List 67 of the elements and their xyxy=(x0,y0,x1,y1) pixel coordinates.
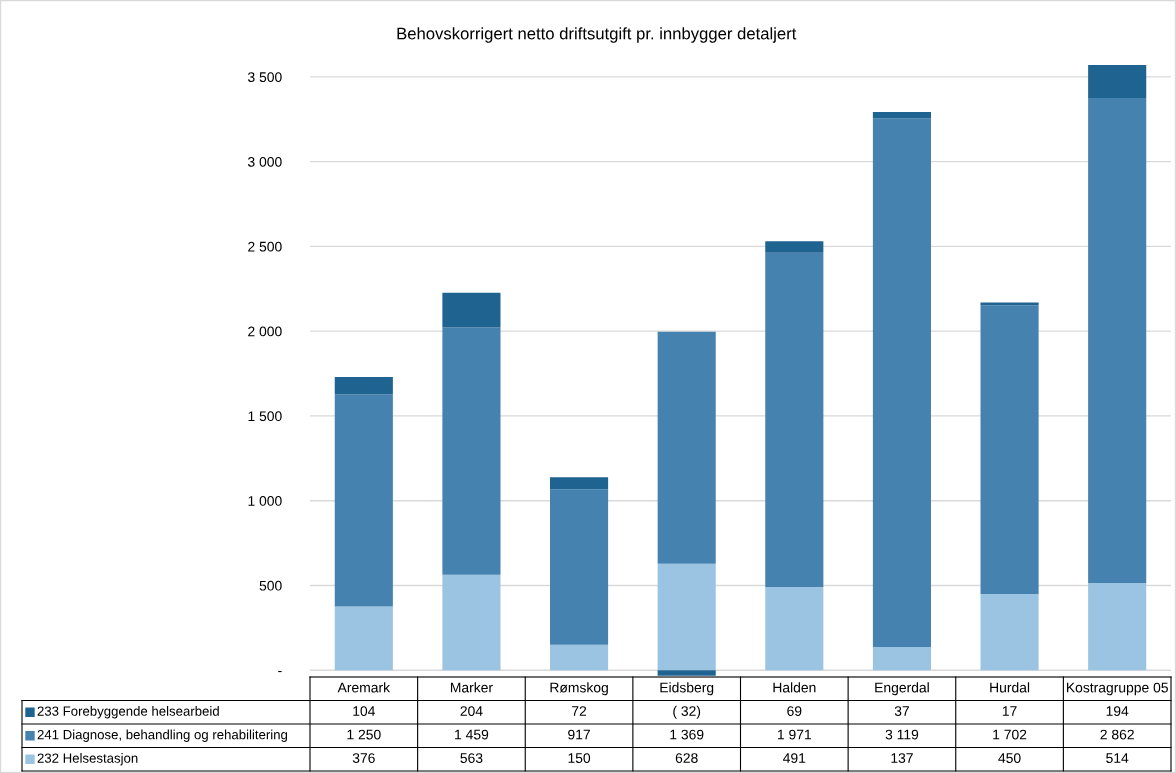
bar xyxy=(1088,583,1147,671)
y-tick-label: - xyxy=(278,671,282,673)
x-tick-label: Hurdal xyxy=(990,682,1030,693)
data-label: 1 369 xyxy=(670,729,704,740)
bar xyxy=(550,644,609,671)
bar xyxy=(550,489,609,645)
data-label: 72 xyxy=(572,706,587,716)
x-tick-label: Aremark xyxy=(337,682,391,693)
bar xyxy=(442,292,501,328)
x-tick-label: Halden xyxy=(773,682,816,693)
data-label: 563 xyxy=(460,753,483,763)
data-label: 514 xyxy=(1106,753,1129,763)
bar xyxy=(1088,65,1147,98)
bar xyxy=(550,477,609,490)
data-label: 17 xyxy=(1002,706,1017,716)
y-tick-label: 3 500 xyxy=(248,72,282,83)
data-label: 1 702 xyxy=(993,729,1027,740)
bar xyxy=(334,376,393,395)
bar xyxy=(872,118,931,647)
data-label: 3 119 xyxy=(885,729,919,740)
data-label: 450 xyxy=(998,753,1021,763)
data-label: 194 xyxy=(1106,706,1129,716)
data-label: 628 xyxy=(675,753,698,763)
bar xyxy=(657,563,716,671)
bar xyxy=(765,586,824,671)
bar xyxy=(657,670,716,676)
bar xyxy=(442,327,501,575)
data-label: 1 971 xyxy=(778,729,812,740)
bar xyxy=(334,394,393,607)
legend-label: 233 Forebyggende helsearbeid xyxy=(37,706,219,719)
data-label: 137 xyxy=(891,753,913,763)
legend-label: 241 Diagnose, behandling og rehabilitering xyxy=(37,729,288,742)
bar xyxy=(334,606,393,671)
bar xyxy=(980,305,1039,594)
data-label: 104 xyxy=(353,706,375,716)
x-tick-label: Rømskog xyxy=(550,682,608,696)
data-label: 376 xyxy=(352,753,375,763)
y-tick-label: 500 xyxy=(259,580,282,591)
data-label: ( 32) xyxy=(673,705,701,719)
legend-label: 232 Helsestasjon xyxy=(37,753,138,766)
x-tick-label: Marker xyxy=(450,682,493,693)
x-tick-label: Engerdal xyxy=(875,682,929,696)
y-tick-label: 1 000 xyxy=(248,496,282,506)
data-label: 69 xyxy=(787,706,802,716)
bar xyxy=(980,593,1039,671)
data-label: 204 xyxy=(460,706,483,716)
y-tick-label: 3 000 xyxy=(248,156,282,167)
bar xyxy=(872,646,931,671)
data-label: 1 250 xyxy=(347,729,381,740)
data-label: 150 xyxy=(568,753,591,763)
data-label: 2 862 xyxy=(1100,729,1134,740)
data-label: 917 xyxy=(568,729,590,740)
bar xyxy=(765,241,824,253)
y-tick-label: 2 500 xyxy=(248,241,282,252)
data-label: 37 xyxy=(894,706,909,716)
y-tick-label: 1 500 xyxy=(248,411,282,422)
data-label: 491 xyxy=(783,753,806,763)
y-tick-label: 2 000 xyxy=(248,326,282,337)
chart-title: Behovskorrigert netto driftsutgift pr. innbygger detaljert xyxy=(397,27,797,43)
bar xyxy=(765,252,824,587)
bar xyxy=(1088,97,1147,584)
x-tick-label: Eidsberg xyxy=(660,682,714,696)
bar xyxy=(657,331,716,564)
bar xyxy=(442,574,501,671)
x-tick-label: Kostragruppe 05 xyxy=(1066,682,1168,696)
data-label: 1 459 xyxy=(455,729,489,740)
bar xyxy=(872,111,931,119)
